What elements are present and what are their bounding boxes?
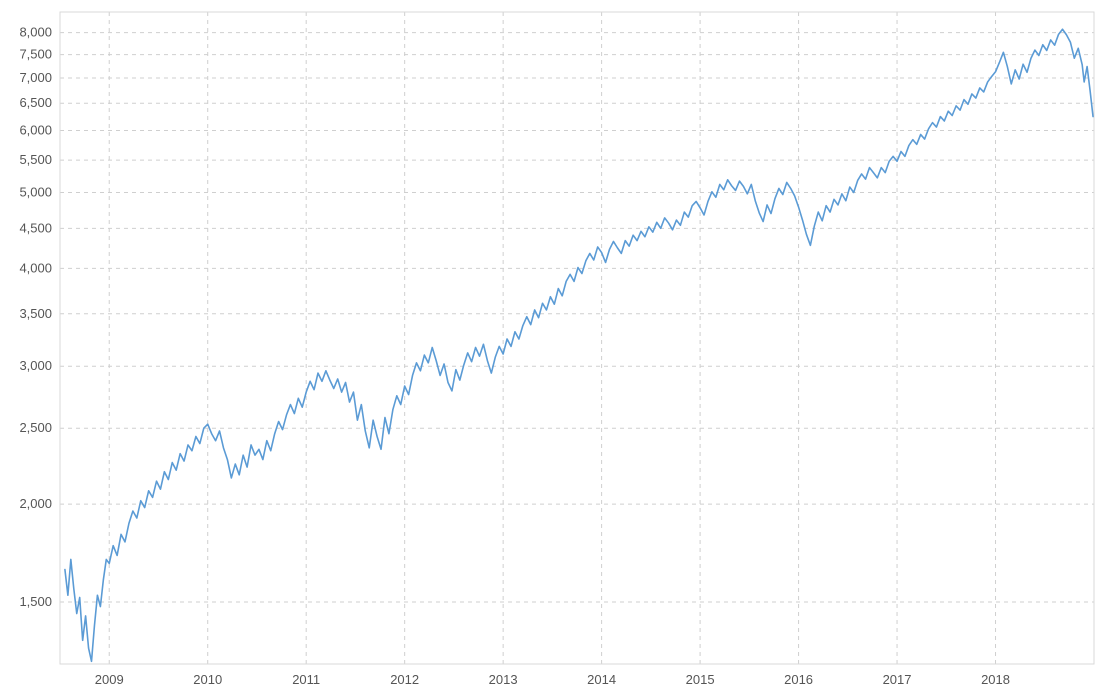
x-tick-label: 2016 [784, 672, 813, 687]
x-tick-label: 2015 [686, 672, 715, 687]
x-tick-label: 2012 [390, 672, 419, 687]
y-tick-label: 3,500 [19, 306, 52, 321]
y-tick-label: 7,500 [19, 47, 52, 62]
x-tick-label: 2013 [489, 672, 518, 687]
line-chart: 1,500 2,000 2,500 3,000 3,500 4,000 4,500 5,000… [0, 0, 1110, 700]
y-tick-label: 1,500 [19, 594, 52, 609]
y-tick-label: 2,000 [19, 496, 52, 511]
y-tick-label: 4,000 [19, 260, 52, 275]
x-tick-label: 2011 [292, 672, 320, 687]
x-tick-label: 2017 [883, 672, 912, 687]
y-tick-label: 6,000 [19, 122, 52, 137]
y-tick-label: 5,500 [19, 152, 52, 167]
y-tick-label: 5,000 [19, 184, 52, 199]
chart-svg: 1,500 2,000 2,500 3,000 3,500 4,000 4,500 5,000… [0, 0, 1110, 700]
x-tick-label: 2009 [95, 672, 124, 687]
y-tick-label: 6,500 [19, 95, 52, 110]
x-tick-label: 2018 [981, 672, 1010, 687]
y-tick-label: 2,500 [19, 420, 52, 435]
y-tick-label: 8,000 [19, 25, 52, 40]
y-tick-label: 3,000 [19, 358, 52, 373]
y-tick-label: 4,500 [19, 220, 52, 235]
y-tick-label: 7,000 [19, 70, 52, 85]
x-tick-label: 2010 [193, 672, 222, 687]
x-tick-label: 2014 [587, 672, 616, 687]
